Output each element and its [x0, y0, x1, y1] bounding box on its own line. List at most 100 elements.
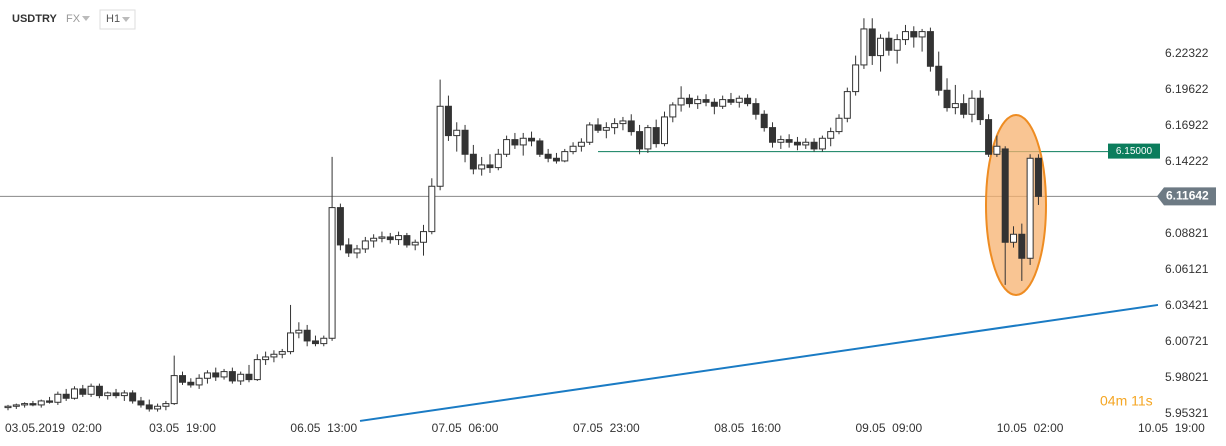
candle-body	[943, 89, 951, 109]
candle-body	[710, 101, 718, 107]
candle-body	[395, 235, 403, 241]
candle-body	[370, 237, 378, 242]
candle-body	[386, 236, 394, 241]
candle-body	[827, 131, 835, 139]
x-tick-label: 10.05 19:00	[1138, 421, 1205, 435]
candle-body	[79, 388, 87, 395]
interval-box[interactable]	[99, 9, 136, 30]
candle-body	[793, 141, 801, 146]
candle-body	[461, 129, 469, 155]
candle-body	[569, 145, 577, 153]
candle-body	[885, 37, 893, 51]
candle-body	[968, 97, 976, 115]
interval[interactable]: H1	[106, 13, 120, 25]
market[interactable]: FX	[66, 13, 81, 25]
candle-body	[187, 381, 195, 386]
candle-body	[685, 97, 693, 105]
candle-body	[228, 371, 236, 382]
candle-body	[935, 65, 943, 91]
candle-body	[245, 373, 253, 381]
candle-body	[303, 329, 311, 342]
symbol: USDTRY	[12, 13, 57, 25]
candle-body	[893, 39, 901, 51]
candle-body	[503, 139, 511, 155]
candle-body	[785, 139, 793, 143]
candle-body	[868, 28, 876, 57]
candle-body	[37, 400, 45, 406]
candle-body	[619, 120, 627, 125]
candle-body	[727, 99, 735, 103]
candle-body	[644, 127, 652, 150]
level-label: 6.15000	[1116, 146, 1153, 157]
candle-body	[652, 127, 660, 145]
candle-body	[818, 137, 826, 150]
candle-body	[411, 241, 419, 246]
candle-body	[195, 377, 203, 386]
candle-body	[860, 28, 868, 66]
candle-body	[519, 137, 527, 146]
candle-body	[70, 388, 78, 399]
candle-body	[270, 353, 278, 358]
candle-body	[54, 393, 62, 403]
candle-body	[536, 140, 544, 155]
candle-body	[112, 392, 120, 397]
candle-body	[311, 340, 319, 345]
candle-body	[1018, 233, 1026, 259]
candle-body	[602, 127, 610, 131]
candle-body	[752, 103, 760, 115]
candle-body	[852, 64, 860, 93]
candle-body	[287, 332, 295, 353]
countdown: 04m 11s	[1100, 393, 1153, 409]
candle-body	[278, 351, 286, 355]
candle-body	[378, 236, 386, 239]
highlight-ellipse	[985, 114, 1047, 296]
y-tick-label: 5.98021	[1165, 370, 1209, 384]
candle-body	[220, 371, 228, 378]
candle-body	[1001, 148, 1009, 243]
y-tick-label: 6.03421	[1165, 298, 1209, 312]
y-tick-label: 6.08821	[1165, 226, 1209, 240]
y-tick-label: 6.22322	[1165, 46, 1209, 60]
candle-body	[694, 99, 702, 105]
candle-body	[528, 137, 536, 142]
candle-body	[1010, 233, 1018, 243]
candle-body	[328, 207, 336, 339]
y-tick-label: 6.14222	[1165, 154, 1209, 168]
candle-body	[4, 405, 12, 409]
candle-body	[179, 375, 187, 383]
candle-body	[237, 373, 245, 382]
candle-body	[660, 116, 668, 145]
level-box	[1108, 143, 1160, 159]
candle-body	[1026, 157, 1034, 259]
candle-body	[835, 117, 843, 133]
candle-body	[802, 141, 810, 146]
dropdown-arrow	[82, 16, 90, 21]
candle-body	[985, 119, 993, 155]
y-tick-label: 6.16922	[1165, 118, 1209, 132]
candle-body	[145, 404, 153, 410]
candle-body	[46, 400, 54, 403]
candle-body	[162, 403, 170, 407]
candle-body	[129, 392, 137, 402]
x-tick-label: 07.05 06:00	[432, 421, 499, 435]
candle-body	[552, 157, 560, 162]
candle-body	[901, 31, 909, 41]
x-tick-label: 03.05.2019 02:00	[5, 421, 102, 435]
candle-body	[769, 127, 777, 143]
candle-body	[87, 385, 95, 395]
candle-body	[594, 124, 602, 131]
trendline	[359, 303, 1159, 422]
candle-body	[253, 359, 261, 381]
candle-body	[910, 31, 918, 38]
candle-body	[104, 392, 112, 397]
candle-body	[62, 393, 70, 399]
candle-body	[719, 99, 727, 107]
candle-body	[677, 97, 685, 106]
y-tick-label: 6.19622	[1165, 82, 1209, 96]
candle-body	[636, 131, 644, 150]
candle-body	[486, 164, 494, 169]
candle-body	[877, 37, 885, 57]
candle-body	[444, 105, 452, 137]
candle-body	[577, 141, 585, 147]
